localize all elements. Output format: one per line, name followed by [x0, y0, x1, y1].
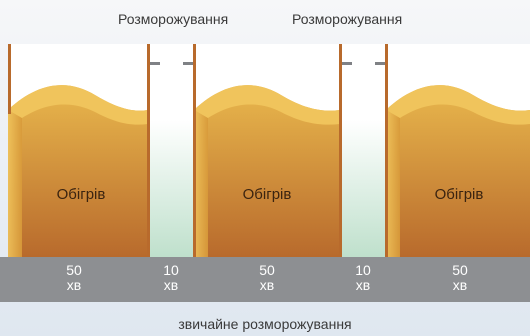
- defrost-label-2: Розморожування: [292, 11, 403, 27]
- time-value: 50: [66, 262, 82, 278]
- time-cell-3: 50 хв: [227, 263, 307, 293]
- time-bar: 50 хв 10 хв 50 хв 10 хв 50 хв: [0, 257, 530, 302]
- time-cell-5: 50 хв: [420, 263, 500, 293]
- defrost-cycle-diagram: [8, 44, 530, 257]
- post-3: [193, 44, 196, 257]
- time-cell-1: 50 хв: [34, 263, 114, 293]
- heating-label-1: Обігрів: [56, 186, 106, 203]
- heating-block-1: [8, 85, 148, 257]
- heating-label-2: Обігрів: [242, 186, 292, 203]
- heating-block-3: [386, 85, 530, 257]
- post-4: [339, 44, 342, 257]
- heating-block-2: [194, 85, 340, 257]
- defrost-zone-1: [148, 120, 194, 257]
- tick-4: [375, 62, 385, 65]
- time-value: 50: [259, 262, 275, 278]
- time-unit: хв: [259, 277, 275, 293]
- post-5: [385, 44, 388, 257]
- time-cell-2: 10 хв: [131, 263, 211, 293]
- heating-label-3: Обігрів: [434, 186, 484, 203]
- time-unit: хв: [66, 277, 82, 293]
- defrost-zone-2: [340, 120, 386, 257]
- time-unit: хв: [163, 277, 179, 293]
- tick-2: [183, 62, 193, 65]
- time-unit: хв: [452, 277, 468, 293]
- time-cell-4: 10 хв: [323, 263, 403, 293]
- time-unit: хв: [355, 277, 371, 293]
- time-value: 50: [452, 262, 468, 278]
- time-value: 10: [355, 262, 371, 278]
- tick-3: [342, 62, 352, 65]
- post-2: [147, 44, 150, 257]
- defrost-label-1: Розморожування: [118, 11, 229, 27]
- tick-1: [150, 62, 160, 65]
- time-value: 10: [163, 262, 179, 278]
- diagram-caption: звичайне розморожування: [178, 316, 352, 332]
- post-1: [8, 44, 11, 114]
